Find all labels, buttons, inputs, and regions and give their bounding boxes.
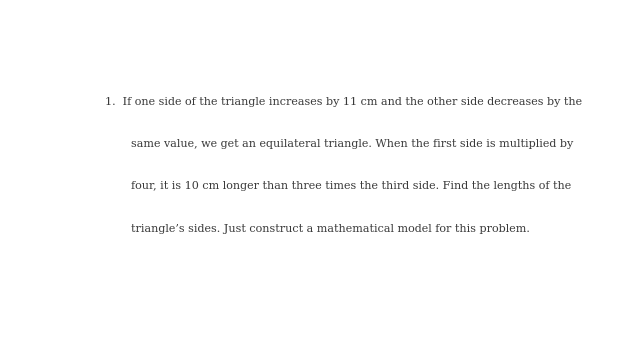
Text: triangle’s sides. Just construct a mathematical model for this problem.: triangle’s sides. Just construct a mathe… bbox=[131, 224, 530, 234]
Text: same value, we get an equilateral triangle. When the first side is multiplied by: same value, we get an equilateral triang… bbox=[131, 139, 573, 149]
Text: 1.  If one side of the triangle increases by 11 cm and the other side decreases : 1. If one side of the triangle increases… bbox=[106, 97, 582, 107]
Text: four, it is 10 cm longer than three times the third side. Find the lengths of th: four, it is 10 cm longer than three time… bbox=[131, 182, 571, 192]
